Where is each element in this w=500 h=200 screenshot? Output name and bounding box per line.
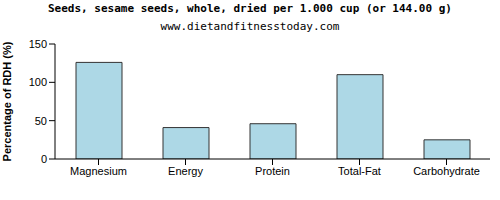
svg-text:Protein: Protein <box>255 165 290 177</box>
svg-text:0: 0 <box>41 153 47 165</box>
svg-text:Total-Fat: Total-Fat <box>338 165 381 177</box>
svg-text:Magnesium: Magnesium <box>70 165 127 177</box>
html-text:www.dietandfitnesstoday.com: www.dietandfitnesstoday.com <box>160 20 340 33</box>
html-text:Seeds, sesame seeds, whole, dr: Seeds, sesame seeds, whole, dried per 1.… <box>48 2 452 15</box>
svg-text:50: 50 <box>35 115 47 127</box>
svg-text:Energy: Energy <box>168 165 203 177</box>
svg-text:Percentage of RDH (%): Percentage of RDH (%) <box>8 41 13 161</box>
svg-text:100: 100 <box>29 76 47 88</box>
svg-text:150: 150 <box>29 38 47 50</box>
svg-text:Carbohydrate: Carbohydrate <box>413 165 480 177</box>
